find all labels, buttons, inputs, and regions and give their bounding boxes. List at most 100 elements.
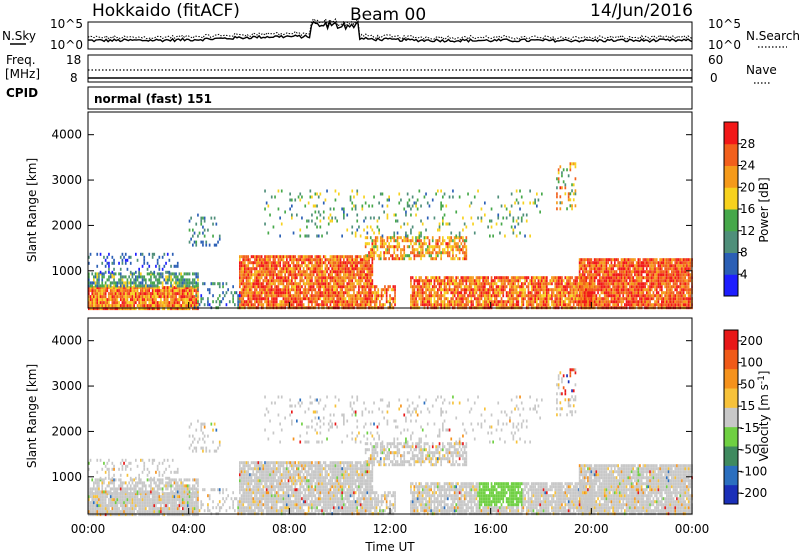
power-cell <box>586 291 588 294</box>
power-cell <box>492 285 494 288</box>
power-cell <box>681 297 683 300</box>
power-cell <box>376 297 378 300</box>
power-cell <box>579 300 581 303</box>
power-cell <box>659 279 661 282</box>
power-cell <box>256 285 258 288</box>
power-cell <box>688 294 690 297</box>
power-cell <box>165 289 167 292</box>
power-cell <box>296 291 298 294</box>
power-cell <box>631 273 633 276</box>
power-cell <box>132 301 134 304</box>
power-cell <box>651 297 653 300</box>
power-cell <box>681 261 683 264</box>
power-cell <box>286 279 288 282</box>
power-cell <box>521 297 523 300</box>
power-cell <box>345 300 347 303</box>
power-cell <box>669 267 671 270</box>
power-cell <box>326 294 328 297</box>
power-cell <box>432 257 434 260</box>
power-cell <box>189 281 191 284</box>
power-cell <box>190 286 192 289</box>
power-cell <box>125 284 127 287</box>
power-cell <box>318 288 320 291</box>
power-cell <box>169 275 171 278</box>
power-cell <box>496 297 498 300</box>
power-cell <box>690 288 692 291</box>
power-cell <box>288 255 290 258</box>
power-cell <box>449 282 451 285</box>
power-cell <box>523 294 525 297</box>
power-cell <box>639 288 641 291</box>
power-cell <box>556 201 558 204</box>
power-cell <box>336 264 338 267</box>
power-cell <box>341 294 343 297</box>
power-cell <box>442 217 444 220</box>
power-cell <box>189 229 191 232</box>
power-cell <box>123 298 125 301</box>
power-cell <box>363 276 365 279</box>
power-cell <box>330 303 332 306</box>
power-cell <box>380 257 382 260</box>
power-cell <box>566 303 568 306</box>
power-cell <box>402 257 404 260</box>
power-cell <box>197 278 199 281</box>
power-cell <box>100 298 102 301</box>
power-cell <box>286 303 288 306</box>
power-cell <box>681 291 683 294</box>
power-cell <box>310 273 312 276</box>
power-cell <box>160 304 162 307</box>
power-cell <box>506 279 508 282</box>
power-cell <box>244 294 246 297</box>
power-cell <box>445 297 447 300</box>
power-cell <box>169 301 171 304</box>
power-cell <box>301 270 303 273</box>
power-cell <box>676 258 678 261</box>
power-cell <box>445 251 447 254</box>
power-cell <box>130 304 132 307</box>
power-cell <box>609 273 611 276</box>
power-cell <box>450 291 452 294</box>
power-cell <box>551 297 553 300</box>
power-cell <box>462 251 464 254</box>
power-cell <box>278 276 280 279</box>
power-cell <box>565 285 567 288</box>
power-cell <box>379 303 381 306</box>
power-cell <box>653 282 655 285</box>
power-cell <box>538 288 540 291</box>
power-cell <box>477 217 479 220</box>
cpid-value: normal (fast) 151 <box>94 92 212 106</box>
power-cell <box>626 300 628 303</box>
power-cell <box>170 304 172 307</box>
power-cell <box>472 294 474 297</box>
power-cell <box>370 297 372 300</box>
power-cell <box>130 278 132 281</box>
power-cell <box>405 211 407 214</box>
power-cell <box>528 303 530 306</box>
power-cell <box>286 267 288 270</box>
power-cell <box>546 288 548 291</box>
power-cell <box>604 258 606 261</box>
power-cell <box>538 303 540 306</box>
power-cell <box>571 207 573 210</box>
power-cell <box>308 264 310 267</box>
power-cell <box>592 300 594 303</box>
power-cell <box>511 276 513 279</box>
power-cell <box>197 282 199 285</box>
power-cell <box>259 303 261 306</box>
power-cell <box>548 300 550 303</box>
power-cell <box>496 282 498 285</box>
power-cell <box>509 282 511 285</box>
power-cell <box>281 288 283 291</box>
power-cell <box>269 267 271 270</box>
power-cell <box>504 288 506 291</box>
power-cell <box>653 297 655 300</box>
power-cell <box>152 272 154 275</box>
power-cell <box>449 276 451 279</box>
power-cell <box>659 258 661 261</box>
power-cell <box>417 279 419 282</box>
power-cell <box>162 289 164 292</box>
power-cell <box>461 248 463 251</box>
power-cell <box>259 279 261 282</box>
power-cell <box>452 291 454 294</box>
power-cell <box>380 242 382 245</box>
